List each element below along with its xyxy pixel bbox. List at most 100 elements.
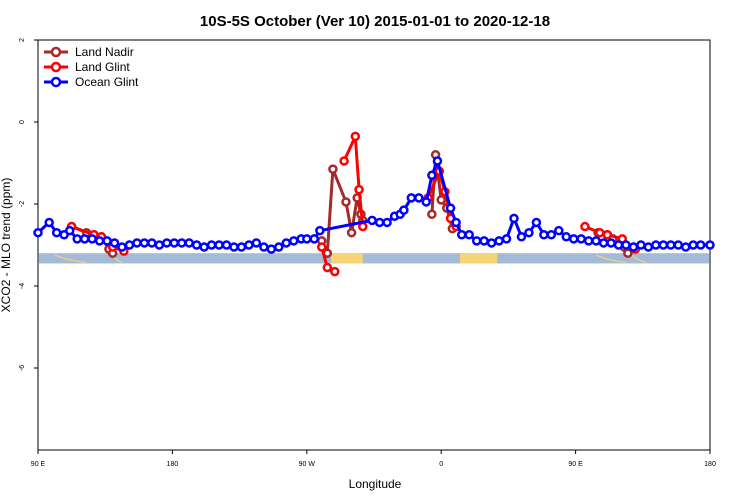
data-point (367, 215, 377, 226)
data-point (580, 221, 590, 232)
legend-item: Ocean Glint (44, 75, 139, 89)
data-point (229, 242, 239, 252)
data-point (606, 238, 616, 248)
data-point (72, 234, 82, 244)
x-tick-label: 180 (167, 461, 179, 468)
data-point (162, 238, 172, 248)
data-point (583, 236, 594, 246)
data-point (147, 238, 157, 248)
data-point (643, 242, 654, 252)
data-point (445, 203, 456, 213)
data-point (206, 240, 217, 250)
legend-item: Land Glint (44, 60, 130, 74)
legend-marker (50, 76, 62, 88)
data-point (94, 236, 105, 246)
data-point (576, 234, 586, 244)
data-point (109, 238, 120, 248)
y-tick-label: -2 (19, 201, 26, 207)
data-point (705, 240, 715, 250)
data-point (199, 242, 209, 252)
data-point (456, 230, 467, 240)
data-point (266, 244, 277, 254)
data-point (184, 238, 194, 248)
y-tick-label: -4 (19, 283, 26, 289)
data-point (636, 240, 646, 250)
legend-label: Ocean Glint (75, 75, 139, 89)
x-tick-label: 90 E (568, 461, 583, 468)
x-tick-label: 0 (439, 461, 443, 468)
data-point (346, 227, 357, 238)
data-point (350, 131, 361, 142)
data-point (354, 184, 364, 195)
y-axis-label: XCO2 - MLO trend (ppm) (0, 178, 13, 313)
data-point (399, 205, 409, 215)
data-point (274, 242, 284, 252)
data-point (288, 236, 299, 246)
data-point (546, 230, 557, 240)
data-point (539, 230, 549, 240)
data-point (598, 238, 609, 248)
land-band (459, 253, 498, 264)
y-tick-label: 0 (19, 120, 26, 124)
data-point (427, 209, 437, 219)
data-point (191, 240, 202, 250)
data-point (221, 240, 232, 250)
data-point (414, 193, 424, 203)
data-point (214, 240, 224, 250)
data-point (568, 234, 579, 244)
data-point (64, 225, 75, 236)
data-point (330, 266, 340, 277)
land-band (331, 253, 363, 264)
land-speck (595, 254, 627, 264)
data-point (154, 240, 165, 250)
data-point (621, 240, 631, 250)
data-point (561, 232, 572, 242)
data-point (322, 262, 333, 273)
ocean-band (39, 253, 709, 264)
data-point (471, 236, 482, 246)
data-point (315, 225, 325, 236)
data-point (432, 156, 443, 166)
data-point (666, 240, 676, 250)
data-point (51, 227, 62, 238)
legend-item: Land Nadir (44, 45, 134, 59)
data-point (244, 240, 254, 250)
data-point (695, 240, 706, 250)
data-point (554, 225, 564, 236)
data-point (102, 236, 112, 246)
data-point (509, 213, 519, 224)
data-point (427, 170, 437, 181)
data-point (494, 236, 504, 246)
land-speck (631, 254, 647, 264)
series-line (342, 134, 365, 227)
x-tick-label: 90 E (31, 461, 46, 468)
data-point (464, 230, 474, 240)
y-tick-label: -6 (19, 365, 26, 371)
data-point (251, 238, 262, 248)
data-point (132, 238, 142, 248)
data-point (176, 238, 187, 248)
data-point (479, 236, 489, 246)
data-point (79, 234, 90, 244)
data-point (328, 164, 338, 174)
data-point (374, 217, 385, 228)
x-axis: 90 E 180 90 W 0 90 E 180 (31, 450, 716, 468)
data-point (117, 242, 127, 252)
x-axis-label: Longitude (349, 477, 402, 491)
data-point (406, 193, 417, 203)
data-point (33, 227, 43, 238)
data-point (680, 242, 691, 252)
x-tick-label: 90 W (299, 461, 316, 468)
data-point (341, 197, 351, 207)
data-point (524, 227, 534, 238)
legend-marker (50, 61, 62, 73)
series-ocean-glint (33, 156, 715, 254)
data-point (44, 217, 54, 228)
data-point (623, 248, 633, 258)
x-tick-label: 180 (704, 461, 716, 468)
series-layer (33, 131, 715, 277)
y-tick-label: 2 (19, 38, 26, 42)
data-point (236, 242, 247, 252)
